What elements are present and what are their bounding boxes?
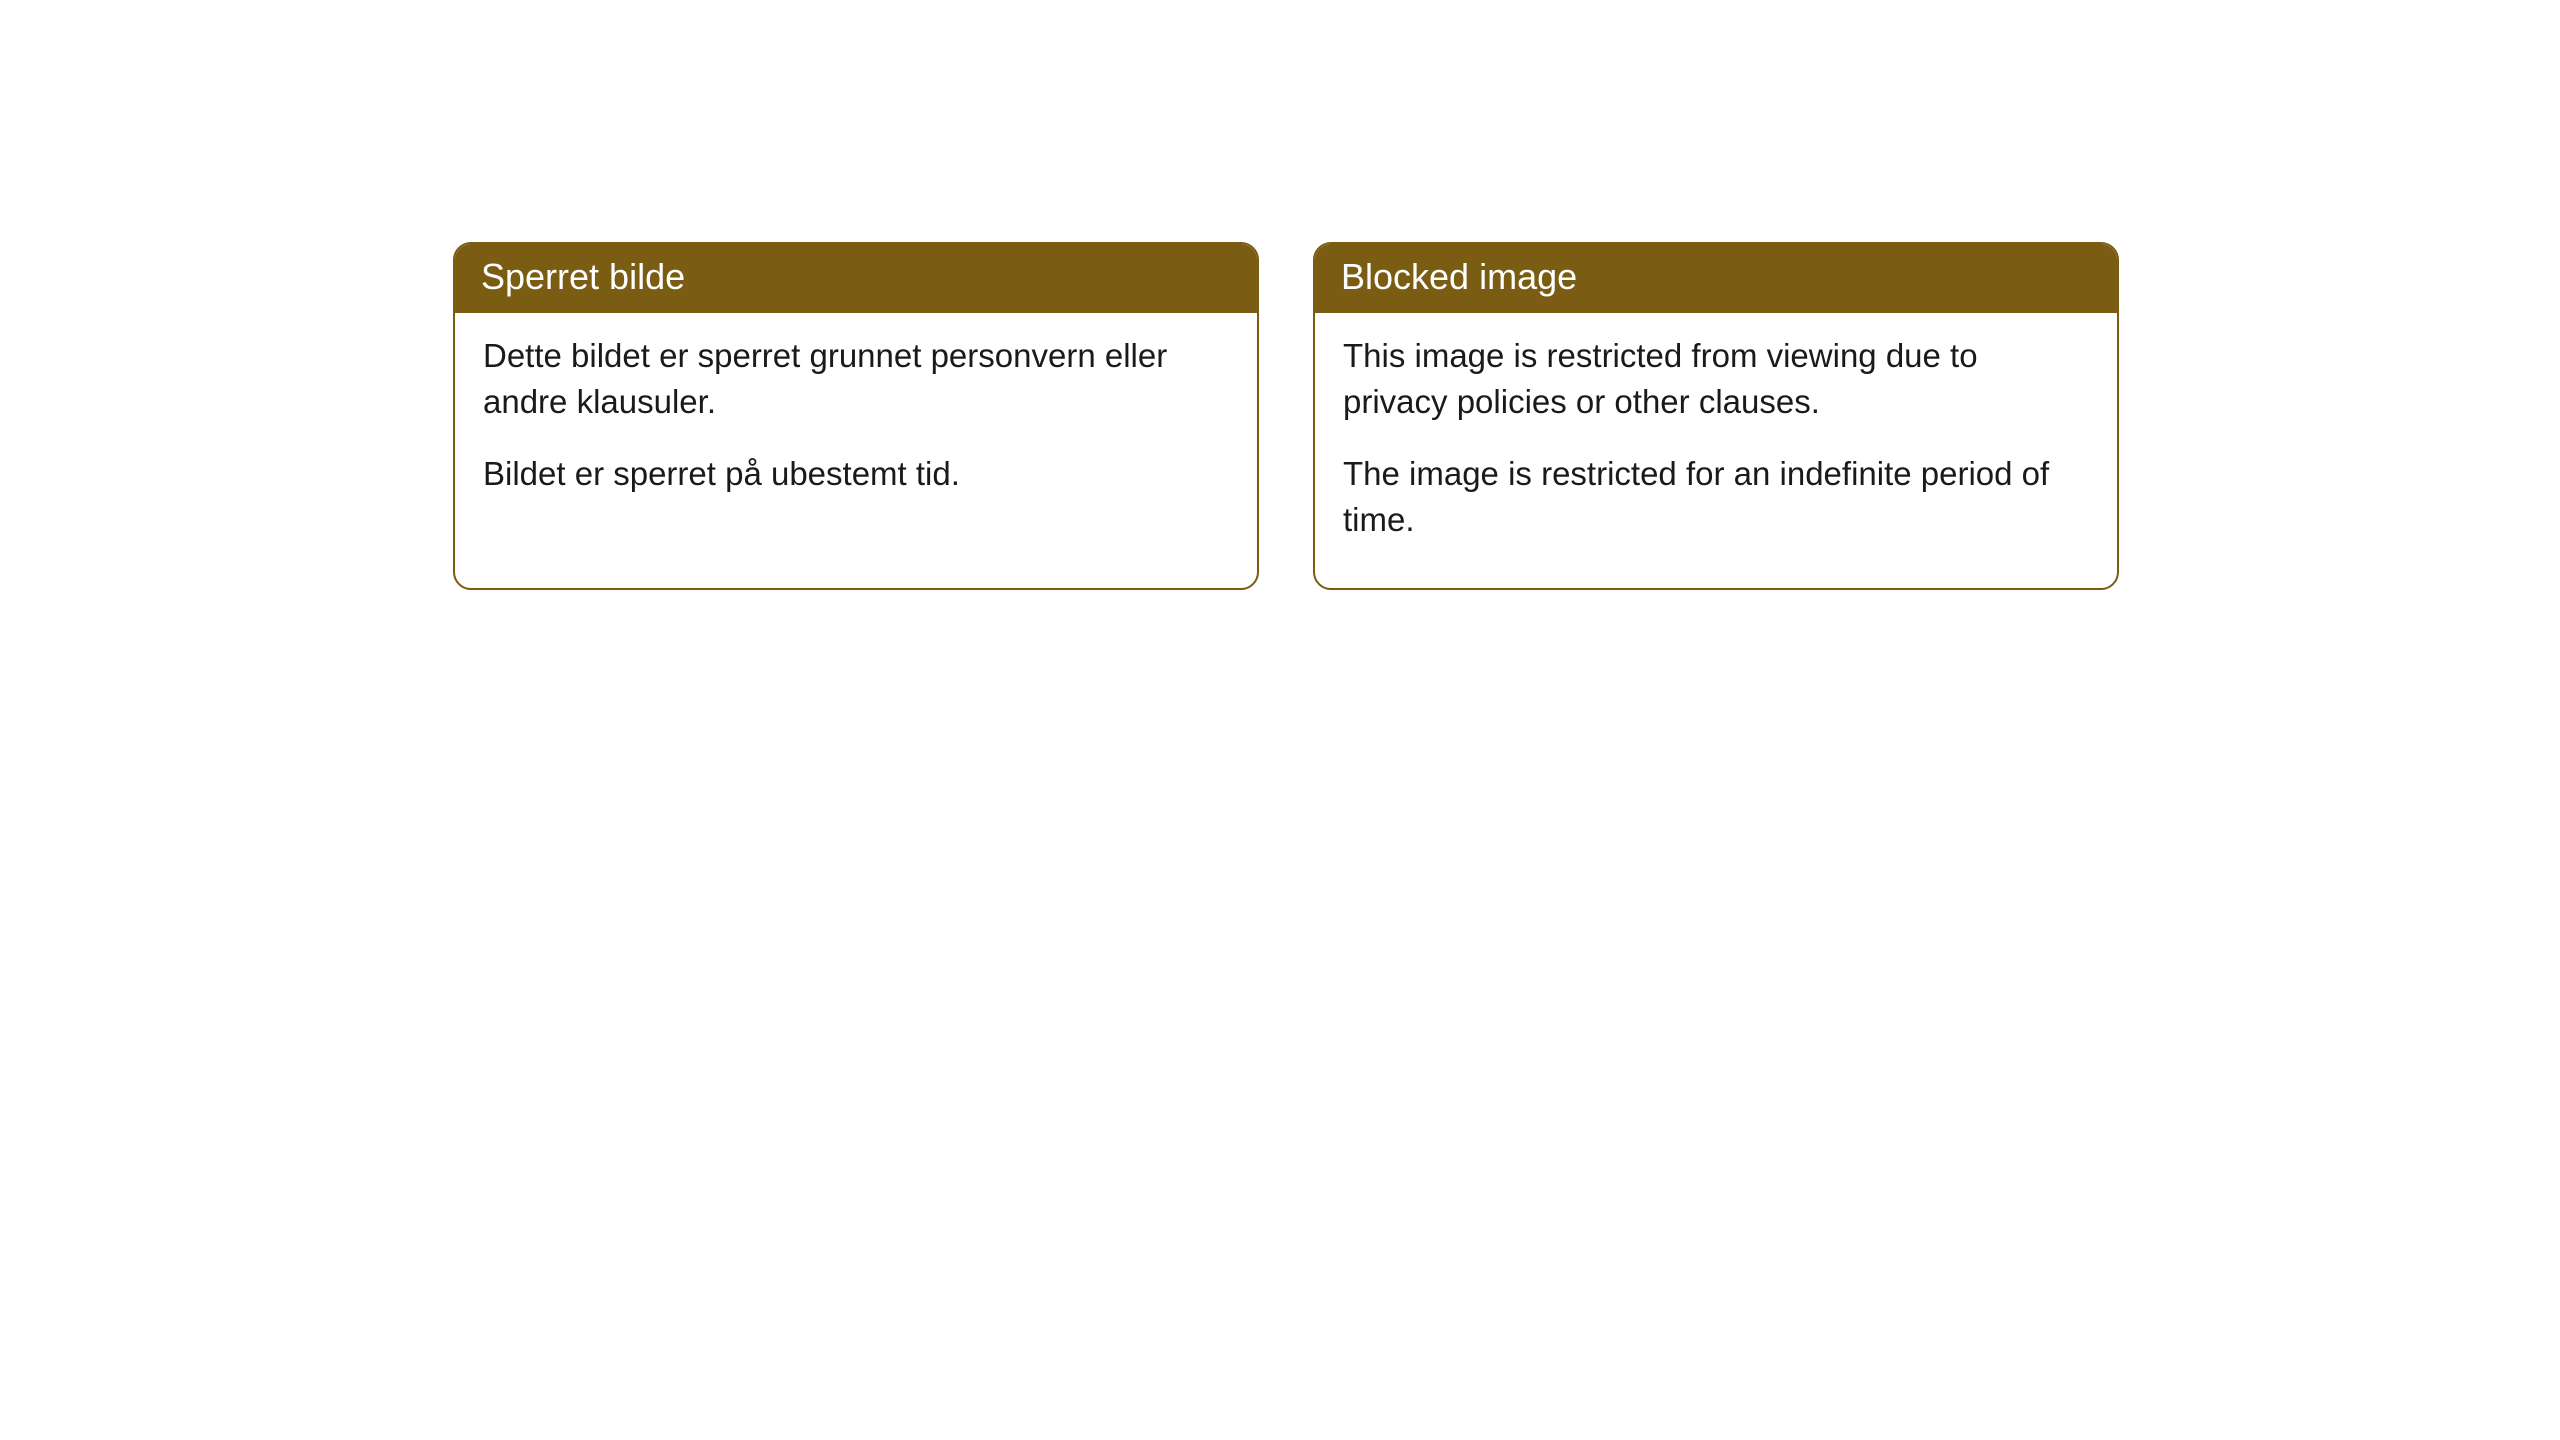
notice-paragraph: The image is restricted for an indefinit… (1343, 451, 2089, 543)
notice-body: This image is restricted from viewing du… (1315, 313, 2117, 588)
notice-paragraph: This image is restricted from viewing du… (1343, 333, 2089, 425)
notice-body: Dette bildet er sperret grunnet personve… (455, 313, 1257, 542)
notice-paragraph: Bildet er sperret på ubestemt tid. (483, 451, 1229, 497)
notice-container: Sperret bilde Dette bildet er sperret gr… (0, 0, 2560, 590)
notice-card-english: Blocked image This image is restricted f… (1313, 242, 2119, 590)
notice-header: Sperret bilde (455, 244, 1257, 313)
notice-paragraph: Dette bildet er sperret grunnet personve… (483, 333, 1229, 425)
notice-header: Blocked image (1315, 244, 2117, 313)
notice-card-norwegian: Sperret bilde Dette bildet er sperret gr… (453, 242, 1259, 590)
